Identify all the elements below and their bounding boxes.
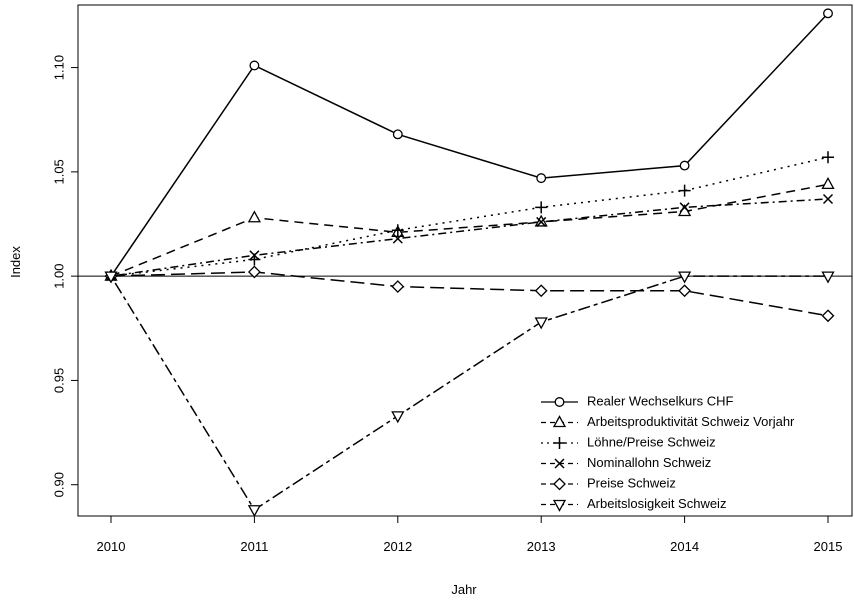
- data-point: [534, 317, 548, 330]
- data-point: [392, 233, 403, 244]
- data-point: [247, 505, 261, 518]
- legend-label: Nominallohn Schweiz: [587, 455, 711, 470]
- data-point: [679, 160, 690, 171]
- legend-item: Realer Wechselkurs CHF: [541, 393, 733, 408]
- legend-item: Preise Schweiz: [541, 475, 676, 490]
- data-point: [535, 201, 548, 214]
- data-point: [678, 271, 692, 284]
- x-axis-title: Jahr: [451, 582, 477, 597]
- data-point: [822, 193, 834, 205]
- series-5: [104, 265, 835, 323]
- data-point: [249, 60, 260, 71]
- data-point: [821, 177, 835, 190]
- data-point: [822, 151, 834, 164]
- data-point: [534, 284, 548, 298]
- legend-label: Arbeitslosigkeit Schweiz: [587, 496, 726, 511]
- x-tick-label: 2014: [670, 539, 699, 554]
- data-point: [391, 280, 405, 293]
- y-axis-title: Index: [8, 246, 23, 278]
- x-tick-label: 2010: [97, 539, 126, 554]
- series-line: [110, 198, 829, 277]
- data-point: [104, 271, 118, 284]
- data-point: [536, 173, 547, 184]
- plot-frame: [77, 4, 853, 517]
- legend-item: Löhne/Preise Schweiz: [541, 434, 716, 449]
- data-point: [821, 271, 835, 284]
- legend-label: Arbeitsproduktivität Schweiz Vorjahr: [587, 414, 795, 429]
- series-2: [104, 177, 835, 281]
- series-line: [110, 156, 829, 277]
- data-point: [536, 216, 547, 227]
- y-tick-label: 0.95: [51, 368, 66, 393]
- x-tick-label: 2011: [240, 539, 268, 554]
- legend-label: Löhne/Preise Schweiz: [587, 434, 716, 449]
- series-line: [110, 271, 829, 317]
- x-tick-label: 2013: [527, 539, 556, 554]
- x-tick-label: 2015: [814, 539, 843, 554]
- legend-label: Preise Schweiz: [587, 475, 676, 490]
- data-point: [552, 415, 567, 428]
- series-6: [104, 271, 835, 518]
- legend-item: Nominallohn Schweiz: [541, 455, 711, 470]
- y-tick-label: 1.00: [51, 263, 66, 288]
- data-point: [553, 437, 566, 449]
- data-point: [823, 8, 833, 19]
- data-point: [249, 250, 260, 261]
- data-point: [678, 284, 692, 298]
- data-point: [247, 265, 261, 279]
- series-3: [105, 151, 834, 283]
- data-point: [391, 411, 405, 424]
- series-line: [110, 275, 828, 511]
- data-point: [247, 210, 261, 223]
- data-point: [392, 129, 403, 140]
- legend-item: Arbeitslosigkeit Schweiz: [541, 496, 726, 512]
- data-point: [554, 397, 565, 407]
- data-point: [391, 224, 404, 237]
- legend-label: Realer Wechselkurs CHF: [587, 393, 733, 408]
- data-point: [679, 202, 690, 213]
- axes: 2010 2011 2012 2013 2014 2015 0.90 0.95 1.00 1.05…: [51, 55, 842, 554]
- y-tick-label: 1.05: [51, 159, 66, 184]
- y-tick-label: 1.10: [51, 55, 66, 80]
- series-1: [106, 8, 833, 282]
- data-point: [554, 458, 565, 469]
- legend: Realer Wechselkurs CHF Arbeitsproduktivit…: [541, 393, 795, 512]
- series-line: [110, 12, 829, 277]
- legend-item: Arbeitsproduktivität Schweiz Vorjahr: [541, 414, 795, 429]
- y-tick-label: 0.90: [51, 472, 66, 497]
- data-point: [553, 477, 566, 491]
- series-group: [104, 8, 835, 518]
- data-point: [678, 184, 691, 197]
- data-point: [821, 309, 835, 323]
- data-point: [552, 499, 567, 512]
- x-tick-label: 2012: [383, 539, 412, 554]
- series-4: [105, 193, 834, 282]
